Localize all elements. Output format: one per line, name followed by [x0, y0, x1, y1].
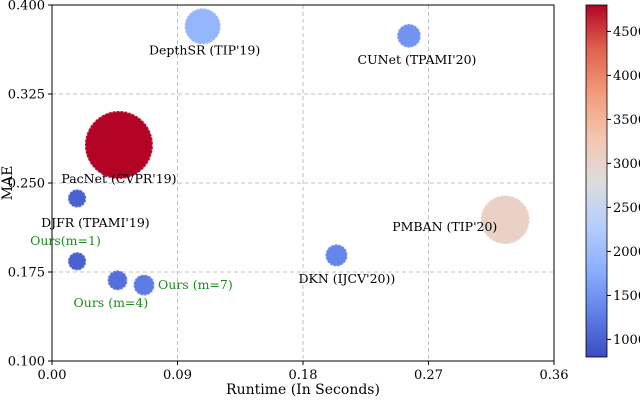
point-label: Ours (m=7) [158, 277, 233, 292]
point-labels: DepthSR (TIP'19) CUNet (TPAMI'20) PacNet (… [30, 42, 497, 310]
data-point [67, 251, 88, 272]
data-point [132, 273, 156, 297]
x-tick-label: 0.00 [38, 368, 67, 383]
x-tick-label: 0.27 [414, 368, 443, 383]
point-label: CUNet (TPAMI'20) [358, 52, 477, 67]
data-point [324, 243, 349, 268]
y-tick-label: 0.325 [8, 88, 45, 103]
y-axis-title: MAE [0, 166, 16, 201]
colorbar-tick-label: 1500 [613, 289, 640, 304]
colorbar-tick-label: 3500 [613, 113, 640, 128]
point-label: DepthSR (TIP'19) [149, 42, 260, 57]
point-label: PMBAN (TIP'20) [392, 219, 497, 234]
data-point [106, 269, 129, 292]
x-tick-label: 0.09 [163, 368, 192, 383]
point-label: DJFR (TPAMI'19) [41, 215, 150, 230]
data-point [396, 23, 422, 49]
colorbar-tick-label: 4500 [613, 25, 640, 40]
x-tick-label: 0.18 [289, 368, 318, 383]
data-point [183, 7, 222, 46]
data-point [479, 194, 531, 246]
y-tick-label: 0.400 [8, 0, 45, 14]
data-point [83, 110, 154, 181]
y-tick-label: 0.175 [8, 266, 45, 281]
axis-ticks: 0.00 0.09 0.18 0.27 0.36 0.100 0.175 0.250 0.325… [8, 0, 569, 383]
colorbar-tick-label: 3000 [613, 157, 640, 172]
colorbar-tick-label: 4000 [613, 69, 640, 84]
colorbar [585, 4, 608, 358]
data-points [67, 7, 531, 297]
colorbar-tick-label: 2000 [613, 245, 640, 260]
grid-lines [52, 5, 554, 361]
point-label: Ours(m=1) [30, 233, 101, 248]
x-axis-title: Runtime (In Seconds) [226, 382, 380, 398]
x-tick-label: 0.36 [540, 368, 569, 383]
point-label: PacNet (CVPR'19) [61, 171, 176, 186]
y-tick-label: 0.250 [8, 177, 45, 192]
y-tick-label: 0.100 [8, 355, 45, 370]
data-point [67, 188, 88, 209]
point-label: DKN (IJCV'20)) [298, 271, 395, 286]
point-label: Ours (m=4) [74, 295, 149, 310]
